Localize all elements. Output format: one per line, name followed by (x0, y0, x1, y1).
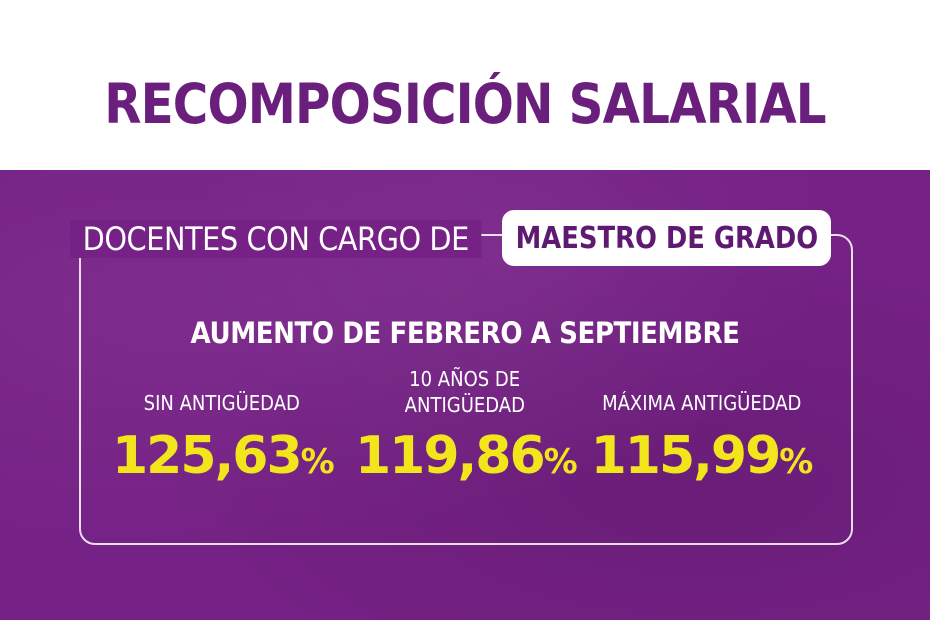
stat-value: 119,86% (355, 426, 578, 486)
headline: AUMENTO DE FEBRERO A SEPTIEMBRE (190, 316, 740, 350)
stat-label: MÁXIMA ANTIGÜEDAD (602, 391, 802, 415)
stat-label-line1: 10 AÑOS DE (409, 367, 521, 391)
stat-number: 119,86 (355, 426, 546, 486)
stat-number: 115,99 (590, 426, 782, 486)
subtitle-row: DOCENTES CON CARGO DE (70, 210, 527, 268)
stat-unit: % (543, 442, 578, 482)
stat-10-anos: 10 AÑOS DE ANTIGÜEDAD 119,86% (355, 366, 578, 486)
stat-number: 125,63 (112, 426, 303, 486)
subtitle-highlight-badge: MAESTRO DE GRADO (502, 210, 831, 266)
purple-panel: DOCENTES CON CARGO DE MAESTRO DE GRADO A… (0, 170, 930, 620)
stat-unit: % (779, 442, 814, 482)
stat-label-line2: ANTIGÜEDAD (404, 393, 526, 417)
stat-label: SIN ANTIGÜEDAD (143, 391, 301, 415)
subtitle-prefix: DOCENTES CON CARGO DE (70, 220, 482, 258)
subtitle-highlight-text: MAESTRO DE GRADO (515, 220, 818, 256)
stat-value: 125,63% (112, 426, 335, 486)
stat-maxima-antiguedad: MÁXIMA ANTIGÜEDAD 115,99% (590, 384, 814, 486)
stat-value: 115,99% (590, 426, 814, 486)
stat-sin-antiguedad: SIN ANTIGÜEDAD 125,63% (112, 384, 335, 486)
page-title: RECOMPOSICIÓN SALARIAL (104, 72, 826, 136)
stat-unit: % (300, 442, 335, 482)
